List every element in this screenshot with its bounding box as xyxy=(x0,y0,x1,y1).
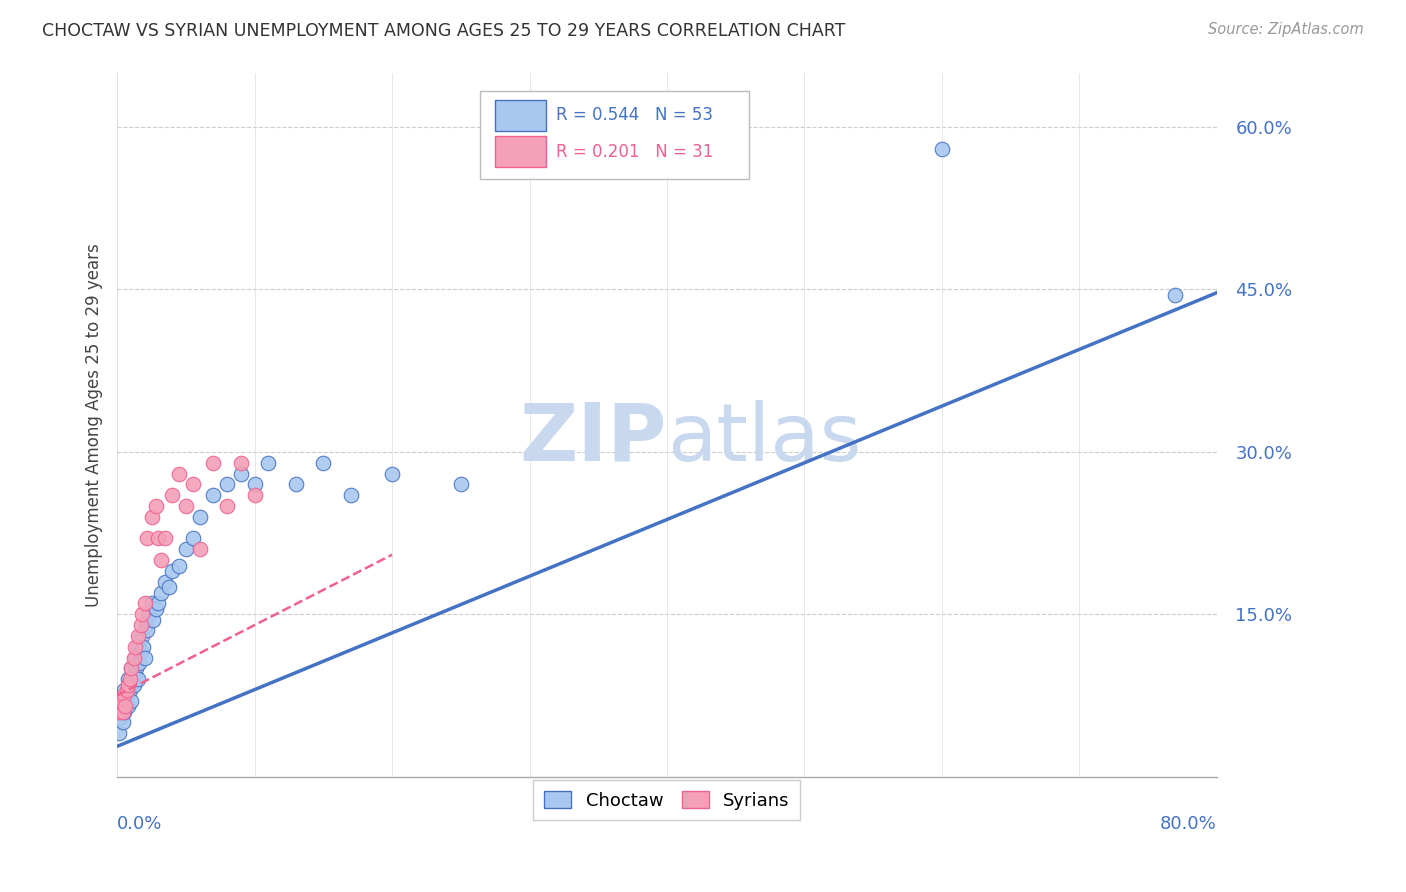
Point xyxy=(111,715,134,730)
Point xyxy=(131,607,153,622)
Point xyxy=(141,596,163,610)
Point xyxy=(120,694,142,708)
Point xyxy=(107,705,129,719)
Point xyxy=(124,640,146,654)
Point xyxy=(131,629,153,643)
Legend: Choctaw, Syrians: Choctaw, Syrians xyxy=(533,780,800,821)
Point xyxy=(148,596,170,610)
Point xyxy=(167,558,190,573)
Point xyxy=(117,672,139,686)
Point xyxy=(160,488,183,502)
Point xyxy=(134,650,156,665)
Point xyxy=(150,585,173,599)
FancyBboxPatch shape xyxy=(495,100,546,131)
Point xyxy=(122,650,145,665)
Point xyxy=(115,683,138,698)
Point xyxy=(167,467,190,481)
Point xyxy=(181,477,204,491)
Point xyxy=(135,618,157,632)
Point xyxy=(110,694,132,708)
Point xyxy=(128,656,150,670)
Point xyxy=(114,699,136,714)
FancyBboxPatch shape xyxy=(479,91,749,178)
Point xyxy=(129,618,152,632)
Point xyxy=(155,574,177,589)
Point xyxy=(312,456,335,470)
Point xyxy=(160,564,183,578)
Text: R = 0.201   N = 31: R = 0.201 N = 31 xyxy=(555,143,713,161)
Point xyxy=(188,509,211,524)
Point xyxy=(115,689,138,703)
Point xyxy=(145,602,167,616)
Point xyxy=(284,477,307,491)
Point xyxy=(108,699,131,714)
Point xyxy=(136,532,159,546)
Point xyxy=(118,683,141,698)
Point xyxy=(118,672,141,686)
Point xyxy=(155,532,177,546)
Point xyxy=(129,645,152,659)
Point xyxy=(134,596,156,610)
Point xyxy=(117,677,139,691)
Text: Source: ZipAtlas.com: Source: ZipAtlas.com xyxy=(1208,22,1364,37)
Point xyxy=(110,694,132,708)
Point xyxy=(124,666,146,681)
Point xyxy=(381,467,404,481)
Text: CHOCTAW VS SYRIAN UNEMPLOYMENT AMONG AGES 25 TO 29 YEARS CORRELATION CHART: CHOCTAW VS SYRIAN UNEMPLOYMENT AMONG AGE… xyxy=(42,22,845,40)
Point xyxy=(174,542,197,557)
Point xyxy=(138,607,160,622)
Point xyxy=(127,672,149,686)
Text: R = 0.544   N = 53: R = 0.544 N = 53 xyxy=(555,106,713,124)
Point xyxy=(142,613,165,627)
Point xyxy=(181,532,204,546)
Point xyxy=(121,672,143,686)
Text: 0.0%: 0.0% xyxy=(117,815,163,833)
Point xyxy=(148,532,170,546)
Point xyxy=(145,499,167,513)
Text: atlas: atlas xyxy=(666,400,862,478)
Point xyxy=(141,509,163,524)
Point xyxy=(112,689,135,703)
Point xyxy=(111,705,134,719)
Point xyxy=(188,542,211,557)
Point xyxy=(202,456,225,470)
Point xyxy=(174,499,197,513)
Point xyxy=(243,477,266,491)
Point xyxy=(124,650,146,665)
Point xyxy=(136,624,159,638)
Point xyxy=(132,640,155,654)
Point xyxy=(340,488,363,502)
Point xyxy=(202,488,225,502)
Point xyxy=(1164,288,1187,302)
Point xyxy=(243,488,266,502)
Point xyxy=(229,456,252,470)
Point xyxy=(217,477,239,491)
Point xyxy=(110,710,132,724)
Point xyxy=(931,142,953,156)
Point xyxy=(217,499,239,513)
Y-axis label: Unemployment Among Ages 25 to 29 years: Unemployment Among Ages 25 to 29 years xyxy=(86,243,103,607)
Point xyxy=(127,640,149,654)
Point xyxy=(122,677,145,691)
Point xyxy=(108,705,131,719)
FancyBboxPatch shape xyxy=(495,136,546,168)
Point xyxy=(257,456,280,470)
Point xyxy=(450,477,472,491)
Point xyxy=(127,629,149,643)
Point xyxy=(114,694,136,708)
Point xyxy=(112,705,135,719)
Point xyxy=(150,553,173,567)
Point xyxy=(112,683,135,698)
Point xyxy=(157,580,180,594)
Point xyxy=(125,661,148,675)
Point xyxy=(107,726,129,740)
Point xyxy=(229,467,252,481)
Point xyxy=(120,661,142,675)
Point xyxy=(117,699,139,714)
Text: ZIP: ZIP xyxy=(520,400,666,478)
Point xyxy=(120,661,142,675)
Text: 80.0%: 80.0% xyxy=(1160,815,1216,833)
